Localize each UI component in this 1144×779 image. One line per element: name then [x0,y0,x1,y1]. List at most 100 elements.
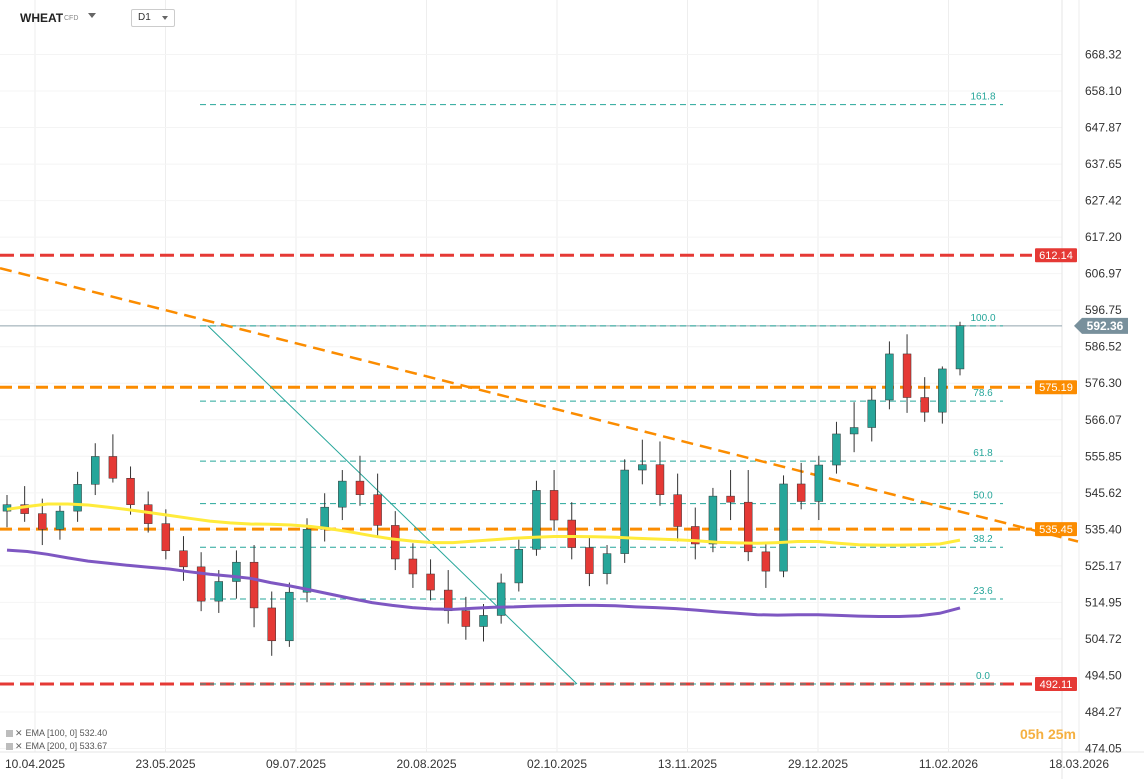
candle-body [38,513,47,530]
candle-body [73,484,82,512]
candle-body [461,610,471,627]
candle-body [443,589,453,612]
candle-body [320,506,329,530]
price-tick-label: 617.20 [1085,230,1122,244]
price-tick-label: 484.27 [1085,705,1122,719]
fibonacci-retracement: 161.8 100.0 78.6 61.8 50.0 38.2 23.6 0.0 [200,92,1003,685]
fib-level-label: 23.6 [973,586,993,597]
date-tick-label: 09.07.2025 [266,757,326,771]
candle-body [338,480,347,508]
symbol-dropdown-icon[interactable] [88,13,96,18]
descending-trendline [0,266,1079,543]
price-tick-label: 566.07 [1085,413,1122,427]
candle-body [885,353,894,401]
price-labels: 612.14 592.36 575.19 535.45 492.11 [1035,248,1128,691]
ema-lines [6,502,961,618]
date-tick-label: 29.12.2025 [788,757,848,771]
horizontal-levels [0,253,1062,686]
candle-body [938,368,947,413]
price-tick-label: 525.17 [1085,559,1122,573]
candle-body [655,464,665,495]
candle-body [108,456,118,479]
price-tick-label: 627.42 [1085,194,1122,208]
candle-body [902,353,912,398]
price-label-badge [1035,522,1077,537]
fib-level-label: 61.8 [973,448,993,459]
candle-body [585,547,594,574]
price-label-text: 612.14 [1039,250,1073,262]
candle-body [849,427,859,435]
fib-level-label: 100.0 [970,313,995,324]
symbol-name[interactable]: WHEAT [20,11,64,25]
fib-level-label: 161.8 [970,92,995,103]
indicator-legend-ema100[interactable]: ✕ EMA [100, 0] 532.40 [6,728,107,739]
candle-body [549,490,559,521]
date-tick-label: 18.03.2026 [1049,757,1109,771]
indicator-legend-ema200[interactable]: ✕ EMA [200, 0] 533.67 [6,741,107,752]
price-tick-label: 596.75 [1085,303,1122,317]
price-tick-label: 668.32 [1085,48,1122,62]
candle-body [196,566,206,602]
symbol-type: CFD [64,15,79,22]
price-tick-label: 474.05 [1085,742,1122,756]
date-tick-label: 13.11.2025 [658,757,717,771]
price-label-badge [1035,380,1077,395]
price-tick-label: 494.50 [1085,668,1122,682]
candle-body [408,558,418,575]
chart-toolbar: WHEAT CFD D1 [0,0,1144,30]
price-tick-label: 647.87 [1085,121,1122,135]
close-icon[interactable]: ✕ [15,741,23,751]
price-label-badge [1035,248,1077,263]
indicator-label: EMA [100, 0] 532.40 [25,728,108,738]
close-icon[interactable]: ✕ [15,728,23,738]
trendlines [0,266,1079,543]
candle-body [673,494,682,527]
candle-countdown: 05h 25m [1019,726,1076,742]
date-tick-label: 10.04.2025 [5,757,65,771]
price-label-text: 492.11 [1040,679,1073,691]
ema-200-line [6,548,961,618]
timeframe-label: D1 [138,12,151,23]
candle-body [496,582,506,616]
candlesticks [2,321,965,656]
candle-body [920,397,929,413]
candle-body [514,549,524,584]
candle-body [214,581,223,602]
candle-body [726,495,735,503]
candle-body [249,561,259,609]
price-label-text: 592.36 [1087,319,1124,333]
price-tick-label: 576.30 [1085,376,1122,390]
candle-body [602,553,612,574]
candle-body [867,399,876,428]
candle-body [779,483,788,572]
candle-body [744,501,753,553]
ema-100-line [6,502,961,547]
price-label-text: 535.45 [1039,524,1073,536]
candle-body [426,573,435,591]
indicator-label: EMA [200, 0] 533.67 [25,741,108,751]
price-axis[interactable]: 668.32 658.10 647.87 637.65 627.42 617.20 606.… [1085,48,1122,756]
candle-body [20,504,29,514]
fib-level-label: 78.6 [973,388,993,399]
indicator-color-swatch [6,730,13,738]
candle-body [479,615,488,627]
price-label-badge [1074,317,1128,334]
date-tick-label: 23.05.2025 [135,757,195,771]
price-tick-label: 586.52 [1085,340,1122,354]
date-tick-label: 20.08.2025 [396,757,456,771]
candle-body [285,591,294,642]
price-tick-label: 514.95 [1085,595,1122,609]
timeframe-select[interactable]: D1 [131,9,175,27]
candle-body [232,561,241,582]
date-tick-label: 11.02.2026 [919,757,978,771]
price-tick-label: 555.85 [1085,449,1122,463]
candle-body [355,480,365,495]
candle-body [832,433,841,466]
fib-level-label: 50.0 [973,491,993,502]
candle-body [126,478,135,505]
time-axis[interactable]: 10.04.2025 23.05.2025 09.07.2025 20.08.2025… [5,757,1109,771]
candle-body [796,483,806,502]
candle-body [302,529,312,593]
candle-body [55,510,65,530]
